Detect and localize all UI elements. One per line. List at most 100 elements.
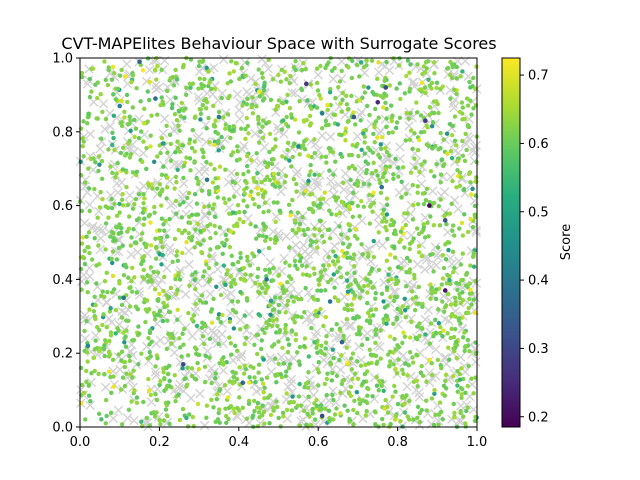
score-point xyxy=(338,411,343,416)
score-point xyxy=(136,192,142,197)
score-point xyxy=(283,310,288,315)
score-point xyxy=(388,103,394,108)
cross-marker xyxy=(428,186,438,196)
cross-marker xyxy=(126,249,136,260)
score-point xyxy=(337,210,343,216)
score-point xyxy=(312,226,317,231)
score-point xyxy=(362,151,367,156)
low-score-point xyxy=(240,380,246,386)
score-point xyxy=(212,142,217,148)
score-point xyxy=(103,116,109,122)
score-point xyxy=(378,190,384,196)
score-point xyxy=(411,417,416,422)
score-point xyxy=(111,113,117,118)
score-point xyxy=(346,65,351,70)
score-point xyxy=(326,122,331,128)
score-point xyxy=(398,229,404,234)
score-point xyxy=(283,373,288,379)
score-point xyxy=(424,66,429,71)
score-point xyxy=(91,156,96,161)
cross-marker xyxy=(231,352,242,363)
score-point xyxy=(184,239,189,245)
score-point xyxy=(141,106,147,112)
score-point xyxy=(470,254,476,260)
score-point xyxy=(350,351,356,356)
score-point xyxy=(307,192,313,197)
cross-marker xyxy=(169,347,180,358)
cross-marker xyxy=(138,148,149,158)
score-point xyxy=(201,83,207,89)
score-point xyxy=(382,91,387,96)
cross-marker xyxy=(249,156,259,166)
score-point xyxy=(459,220,465,226)
score-point xyxy=(220,145,226,150)
score-point xyxy=(154,397,160,403)
score-point xyxy=(418,87,423,92)
score-point xyxy=(297,152,302,157)
score-point xyxy=(459,100,465,105)
score-point xyxy=(293,313,298,319)
score-point xyxy=(262,267,268,273)
score-point xyxy=(330,370,335,376)
score-point xyxy=(363,413,369,418)
score-point xyxy=(116,245,122,251)
score-point xyxy=(87,250,92,256)
score-point xyxy=(151,159,157,164)
cross-marker xyxy=(257,54,267,64)
score-point xyxy=(159,172,165,178)
score-point xyxy=(370,209,375,214)
score-point xyxy=(153,364,158,369)
score-point xyxy=(213,118,218,123)
score-point xyxy=(270,405,276,411)
score-point xyxy=(235,203,241,208)
score-point xyxy=(364,58,369,63)
cross-marker xyxy=(279,253,289,263)
score-point xyxy=(404,110,409,116)
cross-marker xyxy=(304,312,314,323)
score-point xyxy=(262,177,268,183)
score-point xyxy=(310,406,315,412)
score-point xyxy=(455,168,460,173)
score-point xyxy=(383,397,388,403)
score-point xyxy=(130,338,135,343)
score-point xyxy=(97,205,103,210)
low-score-point xyxy=(427,203,432,208)
score-point xyxy=(341,180,346,186)
score-point xyxy=(408,128,414,133)
score-point xyxy=(265,395,271,400)
score-point xyxy=(375,135,380,140)
score-point xyxy=(446,291,451,297)
score-point xyxy=(206,203,212,209)
score-point xyxy=(416,301,422,306)
score-point xyxy=(407,246,412,252)
cross-marker xyxy=(456,401,466,411)
score-point xyxy=(381,207,386,213)
score-point xyxy=(110,357,116,363)
score-point xyxy=(106,349,112,355)
score-point xyxy=(397,307,403,313)
score-point xyxy=(318,288,324,293)
score-point xyxy=(255,424,261,429)
score-point xyxy=(108,164,113,169)
score-point xyxy=(433,412,438,417)
score-point xyxy=(376,267,382,273)
cross-marker xyxy=(82,79,93,89)
score-point xyxy=(190,127,195,133)
cross-marker xyxy=(431,344,441,355)
score-point xyxy=(146,183,151,188)
score-point xyxy=(206,265,212,271)
score-point xyxy=(93,160,98,165)
score-point xyxy=(405,373,410,378)
score-point xyxy=(422,235,428,240)
score-point xyxy=(330,392,335,398)
score-point xyxy=(85,359,90,364)
score-point xyxy=(289,276,294,282)
score-point xyxy=(317,92,322,98)
score-point xyxy=(301,343,307,349)
score-point xyxy=(197,76,202,81)
cross-marker xyxy=(85,271,95,281)
cross-marker xyxy=(384,154,394,164)
cross-marker xyxy=(420,212,430,223)
score-point xyxy=(427,357,432,363)
score-point xyxy=(223,126,228,131)
